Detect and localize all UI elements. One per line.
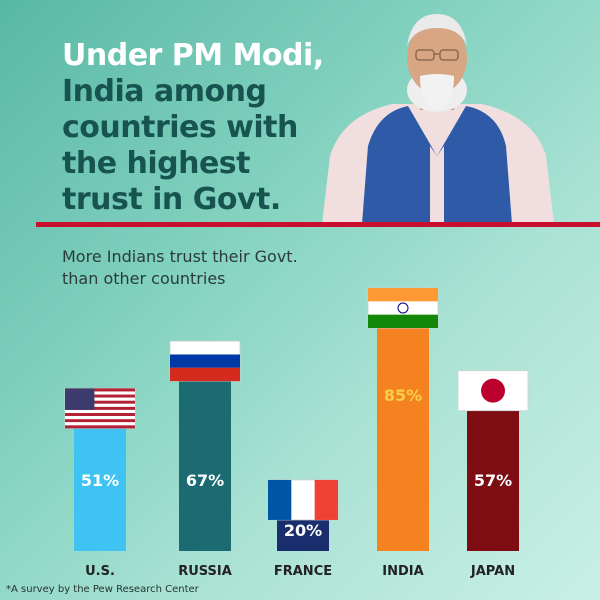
category-label-us: U.S. bbox=[85, 564, 115, 579]
headline-line-2: India among bbox=[62, 74, 267, 109]
chart-subtitle: More Indians trust their Govt. than othe… bbox=[62, 247, 298, 288]
footnote: *A survey by the Pew Research Center bbox=[6, 584, 199, 595]
value-label-india: 85% bbox=[384, 386, 422, 405]
divider-line bbox=[36, 222, 600, 227]
france-flag bbox=[267, 479, 339, 521]
headline: Under PM Modi, India among countries wit… bbox=[62, 38, 324, 218]
headline-line-1: Under PM Modi, bbox=[62, 38, 324, 73]
india-flag bbox=[367, 287, 439, 329]
headline-line-4: the highest bbox=[62, 146, 251, 181]
japan-flag bbox=[457, 370, 529, 412]
headline-line-3: countries with bbox=[62, 110, 298, 145]
headline-line-5: trust in Govt. bbox=[62, 182, 281, 217]
value-label-japan: 57% bbox=[474, 471, 512, 490]
value-label-russia: 67% bbox=[186, 471, 224, 490]
us-flag bbox=[64, 387, 136, 429]
portrait-image bbox=[322, 14, 554, 224]
value-label-france: 20% bbox=[284, 521, 322, 540]
category-label-india: INDIA bbox=[382, 564, 423, 579]
bar-russia bbox=[179, 353, 231, 551]
value-label-us: 51% bbox=[81, 471, 119, 490]
bar-india bbox=[377, 300, 429, 551]
category-label-japan: JAPAN bbox=[470, 564, 515, 579]
russia-flag bbox=[169, 340, 241, 382]
category-label-russia: RUSSIA bbox=[178, 564, 232, 579]
category-label-france: FRANCE bbox=[274, 564, 332, 579]
